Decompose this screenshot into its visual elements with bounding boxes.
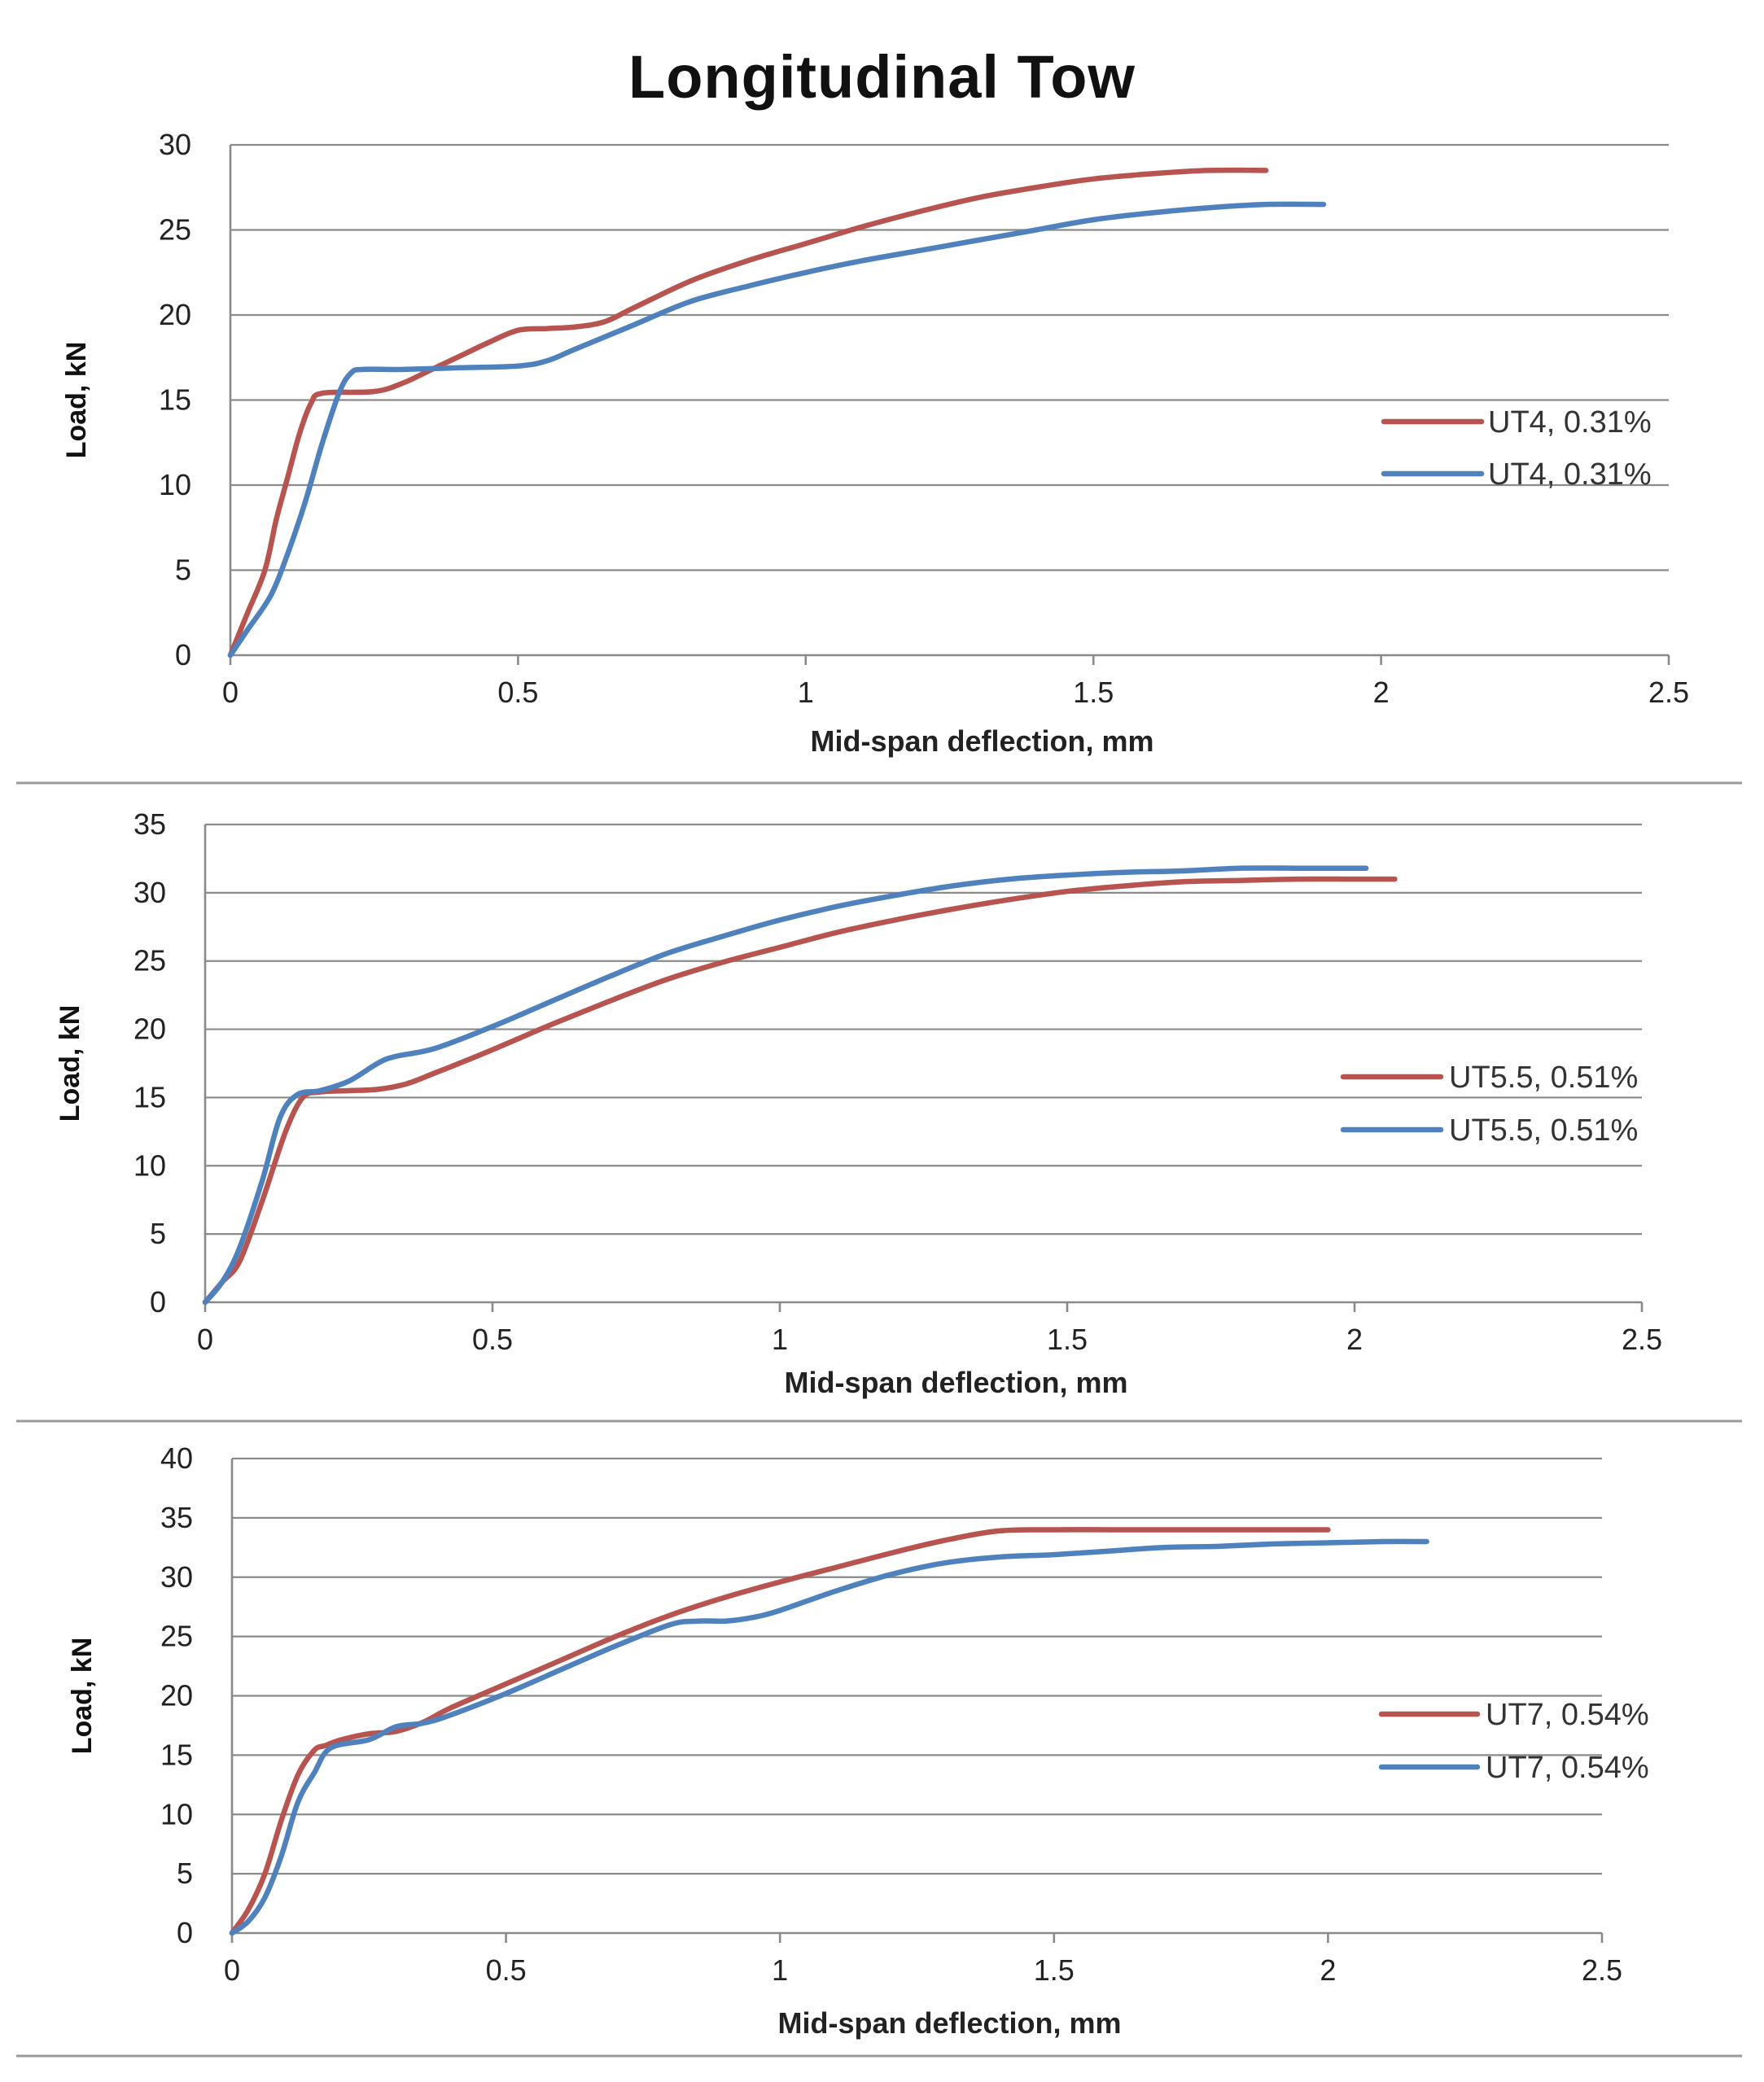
y-tick-label: 10 <box>159 468 191 501</box>
series-line-1 <box>227 167 1269 658</box>
y-tick-label: 15 <box>159 383 191 417</box>
y-axis-label: Load, kN <box>61 342 92 459</box>
y-tick-label: 25 <box>159 213 191 247</box>
series-line-2 <box>202 865 1369 1306</box>
chart-title: Longitudinal Tow <box>628 43 1136 111</box>
y-tick-label: 5 <box>175 553 191 587</box>
legend-label: UT7, 0.54% <box>1486 1698 1649 1732</box>
legend-label: UT4, 0.31% <box>1488 405 1652 440</box>
series-line-2 <box>229 1538 1429 1936</box>
x-tick-label: 1 <box>798 676 814 709</box>
x-tick-label: 2 <box>1373 676 1390 709</box>
y-tick-label: 25 <box>134 944 166 978</box>
series-line-1 <box>229 1527 1331 1936</box>
y-tick-label: 15 <box>160 1738 193 1771</box>
series-line-2 <box>227 201 1327 658</box>
x-tick-label: 0.5 <box>497 676 538 709</box>
x-tick-label: 1.5 <box>1034 1953 1075 1987</box>
x-tick-label: 2 <box>1346 1323 1363 1356</box>
chart-panel-ut5-5: 0 5 10 15 20 25 30 35 0 0.5 1 1.5 2 2.5 Mid-span defle… <box>55 807 1662 1399</box>
x-tick-label: 2.5 <box>1582 1953 1622 1987</box>
y-tick-label: 35 <box>134 807 166 841</box>
y-tick-label: 5 <box>150 1217 166 1250</box>
series-line-1 <box>202 876 1398 1306</box>
y-tick-label: 20 <box>160 1679 193 1712</box>
y-axis-label: Load, kN <box>67 1638 98 1755</box>
legend-label: UT7, 0.54% <box>1486 1751 1649 1785</box>
legend-label: UT4, 0.31% <box>1488 457 1652 492</box>
y-tick-label: 30 <box>160 1560 193 1594</box>
x-tick-label: 1 <box>772 1953 788 1987</box>
y-tick-label: 0 <box>175 638 191 671</box>
y-tick-label: 10 <box>160 1797 193 1830</box>
y-tick-label: 5 <box>177 1857 193 1890</box>
legend-label: UT5.5, 0.51% <box>1449 1061 1638 1095</box>
x-tick-label: 1.5 <box>1073 676 1114 709</box>
y-tick-label: 35 <box>160 1501 193 1534</box>
y-tick-label: 20 <box>159 298 191 331</box>
y-tick-label: 25 <box>160 1620 193 1653</box>
y-tick-label: 30 <box>134 876 166 909</box>
y-tick-label: 0 <box>150 1285 166 1319</box>
x-tick-label: 2 <box>1320 1953 1336 1987</box>
x-tick-label: 0 <box>224 1953 240 1987</box>
x-tick-label: 0.5 <box>486 1953 527 1987</box>
x-tick-label: 0 <box>197 1323 213 1356</box>
y-tick-label: 0 <box>177 1916 193 1949</box>
x-tick-label: 0.5 <box>472 1323 513 1356</box>
legend-label: UT5.5, 0.51% <box>1449 1113 1638 1148</box>
chart-panel-ut7: 0 5 10 15 20 25 30 35 40 0 0.5 1 1.5 2 2.5 Mid-span def… <box>67 1441 1649 2040</box>
y-tick-label: 10 <box>134 1148 166 1182</box>
y-tick-label: 30 <box>159 128 191 161</box>
y-tick-label: 15 <box>134 1080 166 1113</box>
x-tick-label: 2.5 <box>1622 1323 1662 1356</box>
x-axis-label: Mid-span deflection, mm <box>777 2006 1121 2040</box>
x-tick-label: 0 <box>222 676 239 709</box>
x-tick-label: 2.5 <box>1648 676 1689 709</box>
x-tick-label: 1 <box>772 1323 788 1356</box>
x-axis-label: Mid-span deflection, mm <box>784 1366 1127 1399</box>
chart-panel-ut4: 0 5 10 15 20 25 30 0 0.5 1 1.5 2 2.5 Mid-span deflect… <box>61 128 1689 758</box>
y-tick-label: 40 <box>160 1441 193 1475</box>
y-tick-label: 20 <box>134 1013 166 1046</box>
x-axis-label: Mid-span deflection, mm <box>810 724 1153 758</box>
y-axis-label: Load, kN <box>55 1005 85 1122</box>
x-tick-label: 1.5 <box>1047 1323 1088 1356</box>
